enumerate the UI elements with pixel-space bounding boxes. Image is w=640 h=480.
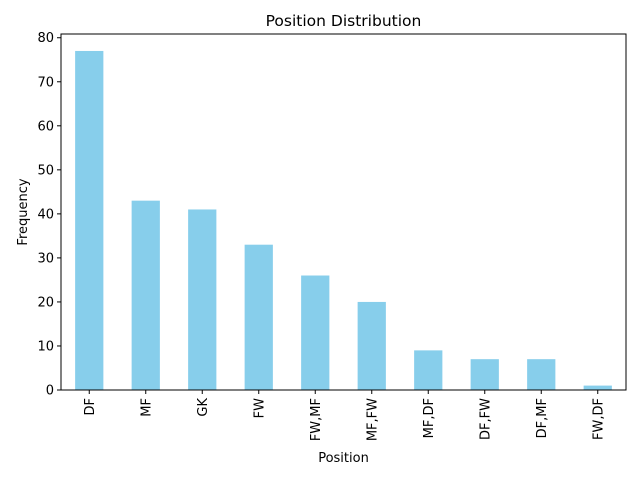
bar xyxy=(583,385,612,390)
plot-frame xyxy=(60,33,627,391)
x-tick-label: FW,MF xyxy=(309,398,324,441)
bar xyxy=(527,359,556,390)
x-tick-label: MF,FW xyxy=(365,398,380,441)
y-tick-label: 0 xyxy=(46,384,54,399)
x-tick-label: MF xyxy=(139,398,154,417)
y-axis-ticks: 0 10 20 30 40 50 60 70 80 xyxy=(37,31,61,399)
x-tick-label: DF,MF xyxy=(535,398,550,438)
x-tick-label: FW,DF xyxy=(591,398,606,440)
y-tick-label: 20 xyxy=(37,295,54,310)
x-tick-label: MF,DF xyxy=(422,398,437,438)
bar xyxy=(414,350,443,390)
bar xyxy=(131,200,160,390)
bar xyxy=(357,301,386,390)
y-tick-label: 60 xyxy=(37,119,54,134)
x-axis-ticks: DF MF GK FW FW,MF MF,FW MF,DF DF,FW DF,MF FW,DF xyxy=(83,390,606,441)
bar xyxy=(470,359,499,390)
bars-group xyxy=(75,50,612,390)
y-tick-label: 70 xyxy=(37,75,54,90)
x-tick-label: DF,FW xyxy=(478,398,493,440)
x-axis-label: Position xyxy=(318,451,369,466)
y-tick-label: 30 xyxy=(37,251,54,266)
y-axis-label: Frequency xyxy=(16,178,31,245)
x-tick-label: FW xyxy=(252,398,267,418)
x-tick-label: GK xyxy=(196,398,211,417)
y-tick-label: 50 xyxy=(37,163,54,178)
bar xyxy=(75,50,104,390)
bar xyxy=(301,275,330,390)
bar xyxy=(244,244,273,390)
chart-title: Position Distribution xyxy=(266,12,422,30)
y-tick-label: 40 xyxy=(37,207,54,222)
y-tick-label: 10 xyxy=(37,339,54,354)
x-tick-label: DF xyxy=(83,398,98,416)
bar xyxy=(188,209,217,390)
y-tick-label: 80 xyxy=(37,31,54,46)
